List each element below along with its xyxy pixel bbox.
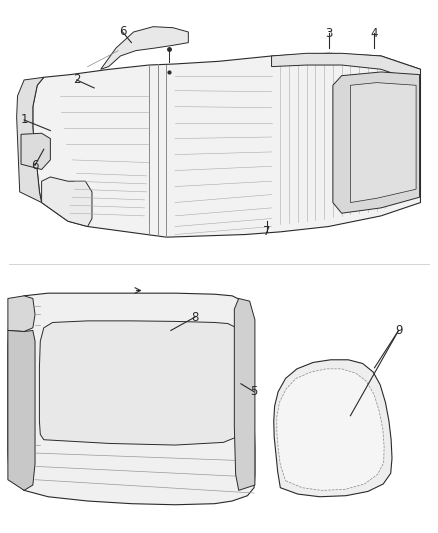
Polygon shape (8, 293, 255, 505)
Polygon shape (39, 321, 244, 445)
Polygon shape (42, 177, 92, 227)
Text: 8: 8 (191, 311, 198, 324)
Text: 1: 1 (20, 114, 28, 126)
Polygon shape (333, 72, 420, 213)
Text: 5: 5 (251, 385, 258, 398)
Polygon shape (8, 330, 35, 490)
Text: 2: 2 (73, 74, 81, 86)
Polygon shape (21, 133, 50, 169)
Text: 7: 7 (263, 225, 271, 238)
Polygon shape (274, 360, 392, 497)
Polygon shape (350, 83, 416, 203)
Text: 3: 3 (325, 27, 332, 39)
Polygon shape (17, 77, 44, 203)
Polygon shape (272, 53, 420, 83)
Polygon shape (33, 53, 420, 237)
Polygon shape (101, 27, 188, 69)
Polygon shape (234, 298, 255, 490)
Polygon shape (8, 296, 35, 332)
Text: 6: 6 (119, 26, 127, 38)
Text: 4: 4 (371, 27, 378, 39)
Polygon shape (277, 369, 384, 490)
Text: 6: 6 (31, 159, 39, 172)
Text: 9: 9 (395, 324, 403, 337)
